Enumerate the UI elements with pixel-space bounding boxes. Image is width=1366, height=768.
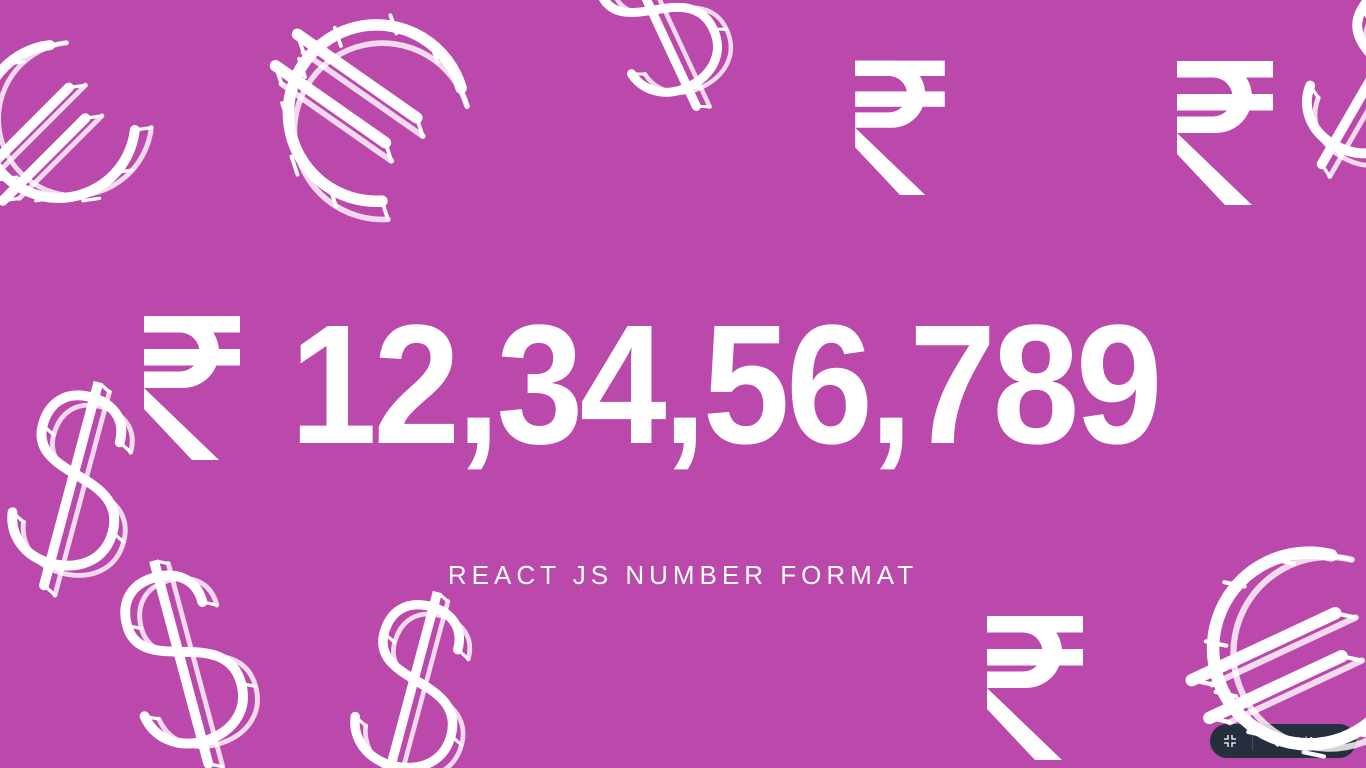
dollar-icon bbox=[525, 0, 804, 165]
dollar-icon bbox=[1218, 0, 1366, 242]
euro-icon bbox=[205, 0, 525, 265]
next-button[interactable] bbox=[1326, 731, 1346, 751]
viewer-controls: 1/1 bbox=[1210, 724, 1356, 758]
subtitle-text: REACT JS NUMBER FORMAT bbox=[448, 560, 918, 591]
dollar-icon bbox=[280, 565, 549, 768]
euro-icon bbox=[0, 0, 191, 271]
exit-fullscreen-button[interactable] bbox=[1220, 731, 1240, 751]
rupee-icon bbox=[830, 55, 970, 195]
prev-button[interactable] bbox=[1265, 731, 1285, 751]
rupee-icon bbox=[132, 310, 252, 460]
amount-text: 12,34,56,789 bbox=[290, 300, 1159, 470]
center-content: 12,34,56,789 REACT JS NUMBER FORMAT bbox=[0, 300, 1366, 591]
headline: 12,34,56,789 bbox=[132, 300, 1235, 470]
rupee-icon bbox=[1150, 55, 1300, 205]
page-indicator: 1/1 bbox=[1295, 734, 1316, 749]
rupee-icon bbox=[960, 610, 1110, 760]
slide-canvas: 12,34,56,789 REACT JS NUMBER FORMAT 1/1 bbox=[0, 0, 1366, 768]
separator bbox=[1252, 732, 1253, 750]
